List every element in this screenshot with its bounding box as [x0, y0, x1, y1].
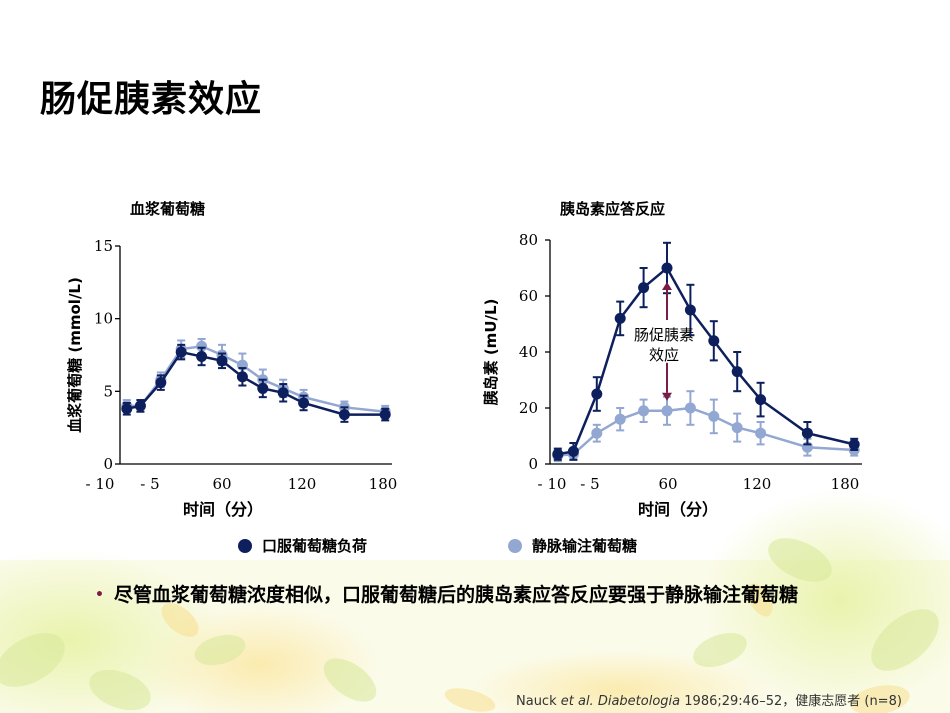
glucose-data-point — [277, 387, 289, 399]
insulin-y-tick-label: 20 — [519, 399, 538, 417]
citation-etal: et al. — [560, 694, 594, 709]
citation-details: 1986;29:46–52，健康志愿者 (n=8) — [680, 694, 902, 709]
glucose-data-point — [121, 403, 133, 415]
insulin-data-point — [801, 427, 813, 439]
insulin-data-point — [731, 422, 743, 434]
insulin-x-tick-label: - 5 — [580, 475, 599, 493]
glucose-y-tick-label: 5 — [103, 382, 113, 400]
citation: Nauck et al. Diabetologia 1986;29:46–52，… — [516, 690, 902, 709]
insulin-data-point — [661, 405, 673, 417]
glucose-chart: 0 5 10 15 - 10 - 5 60 120 180 血浆葡萄糖 (mmol/L) — [66, 237, 397, 493]
insulin-data-point — [755, 427, 767, 439]
insulin-y-tick-label: 80 — [519, 231, 538, 249]
insulin-y-tick-label: 60 — [519, 287, 538, 305]
annotation-arrow-down-head — [662, 392, 672, 401]
glucose-data-point — [379, 409, 391, 421]
insulin-data-point — [638, 405, 650, 417]
insulin-data-point — [661, 262, 673, 274]
insulin-data-point — [567, 445, 579, 457]
glucose-data-point — [196, 340, 208, 352]
insulin-data-point — [684, 402, 696, 414]
insulin-data-point — [755, 394, 767, 406]
insulin-data-point — [708, 335, 720, 347]
insulin-series-line-oral — [557, 266, 855, 456]
insulin-data-point — [638, 282, 650, 294]
bullet-marker: • — [95, 587, 104, 603]
glucose-y-axis-label: 血浆葡萄糖 (mmol/L) — [66, 277, 84, 433]
glucose-data-point — [155, 377, 167, 389]
glucose-data-point — [338, 409, 350, 421]
insulin-y-tick-label: 40 — [519, 343, 538, 361]
glucose-y-tick-label: 15 — [94, 237, 113, 255]
glucose-data-point — [175, 346, 187, 358]
glucose-data-point — [298, 397, 310, 409]
glucose-data-point — [196, 350, 208, 362]
legend-oral-label: 口服葡萄糖负荷 — [262, 537, 368, 555]
glucose-data-point — [134, 400, 146, 412]
insulin-data-point — [708, 410, 720, 422]
legend-iv: 静脉输注葡萄糖 — [508, 535, 637, 556]
glucose-x-tick-label: 180 — [369, 475, 398, 493]
glucose-data-point — [257, 382, 269, 394]
glucose-y-tick-label: 10 — [94, 310, 113, 328]
insulin-data-point — [731, 366, 743, 378]
annotation-label: 效应 — [649, 346, 679, 364]
insulin-data-point — [591, 388, 603, 400]
glucose-x-tick-label: - 10 — [86, 475, 115, 493]
glucose-x-tick-label: 120 — [288, 475, 317, 493]
insulin-chart-title: 胰岛素应答反应 — [560, 200, 666, 218]
glucose-chart-title: 血浆葡萄糖 — [130, 200, 206, 218]
legend-iv-marker — [508, 538, 522, 553]
insulin-data-point — [591, 427, 603, 439]
insulin-data-point — [684, 304, 696, 316]
insulin-y-tick-label: 0 — [528, 455, 538, 473]
glucose-data-point — [216, 355, 228, 367]
legend-iv-label: 静脉输注葡萄糖 — [532, 537, 638, 555]
legend-oral-marker — [238, 538, 252, 553]
insulin-x-axis-label: 时间（分） — [638, 500, 719, 519]
insulin-x-tick-label: 120 — [743, 475, 772, 493]
glucose-x-axis-label: 时间（分） — [183, 500, 264, 519]
insulin-y-axis-label: 胰岛素 (mU/L) — [482, 299, 500, 406]
insulin-data-point — [552, 448, 564, 460]
citation-journal: Diabetologia — [597, 694, 681, 709]
citation-author: Nauck — [516, 694, 561, 709]
legend-oral: 口服葡萄糖负荷 — [238, 535, 367, 556]
insulin-data-point — [848, 438, 860, 450]
insulin-x-tick-label: - 10 — [538, 475, 567, 493]
glucose-x-tick-label: - 5 — [140, 475, 159, 493]
glucose-y-tick-label: 0 — [103, 455, 113, 473]
bullet-point: • 尽管血浆葡萄糖浓度相似，口服葡萄糖后的胰岛素应答反应要强于静脉输注葡萄糖 — [95, 582, 925, 609]
glucose-data-point — [236, 371, 248, 383]
bullet-text: 尽管血浆葡萄糖浓度相似，口服葡萄糖后的胰岛素应答反应要强于静脉输注葡萄糖 — [114, 584, 799, 606]
insulin-chart: 0 20 40 60 80 - 10 - 5 60 120 180 胰岛素 (mU/L) 肠促胰素效应 — [482, 231, 862, 493]
annotation-label: 肠促胰素 — [634, 326, 694, 344]
annotation-arrow-up-head — [662, 282, 672, 290]
glucose-x-tick-label: 60 — [212, 475, 231, 493]
insulin-data-point — [614, 312, 626, 324]
insulin-x-tick-label: 60 — [658, 475, 677, 493]
insulin-x-tick-label: 180 — [831, 475, 860, 493]
insulin-data-point — [614, 413, 626, 425]
slide-title: 肠促胰素效应 — [40, 79, 263, 120]
